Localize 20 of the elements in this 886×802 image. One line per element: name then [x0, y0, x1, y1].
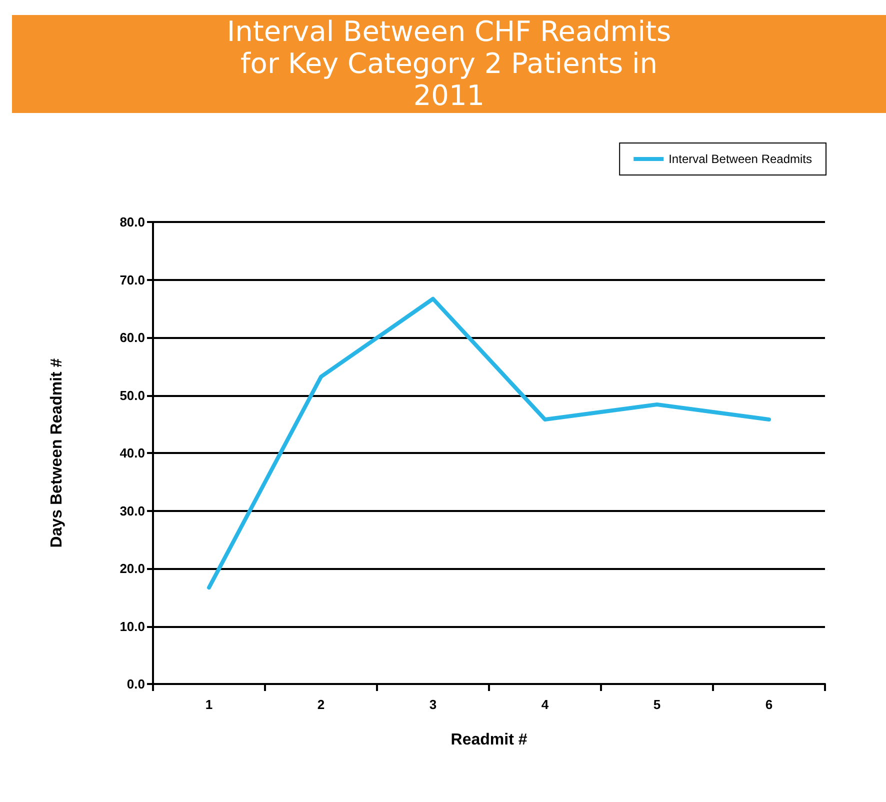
y-tick-label: 80.0 — [120, 214, 145, 230]
legend-label: Interval Between Readmits — [668, 152, 812, 166]
x-axis-title: Readmit # — [450, 732, 528, 748]
y-tick-label: 40.0 — [120, 446, 145, 460]
y-tick-label: 70.0 — [120, 272, 145, 288]
line-series — [207, 296, 771, 590]
x-tick-label: 3 — [429, 697, 437, 712]
chart-title: Interval Between CHF Readmits for Key Category 2 Patients in 2011 — [226, 15, 672, 112]
x-tick-label: 5 — [653, 697, 661, 712]
y-tick-label: 10.0 — [120, 618, 145, 634]
y-tick-label: 20.0 — [120, 561, 145, 576]
x-tick-label: 4 — [541, 697, 550, 712]
x-tick-label: 2 — [317, 697, 325, 712]
y-axis-title: Days Between Readmit # — [48, 358, 66, 548]
y-tick-label: 30.0 — [120, 503, 145, 518]
x-tick-label: 6 — [765, 697, 773, 712]
x-tick-label: 1 — [205, 697, 213, 712]
y-tick-label: 0.0 — [126, 676, 145, 692]
y-tick-label: 60.0 — [120, 330, 145, 345]
y-tick-label: 50.0 — [120, 388, 145, 403]
